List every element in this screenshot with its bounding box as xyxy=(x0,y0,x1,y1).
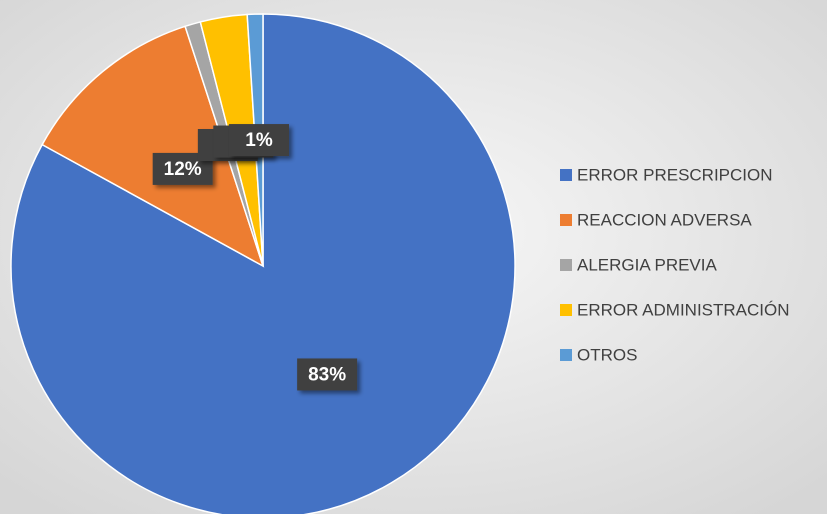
legend-swatch xyxy=(560,349,572,361)
pie-slice xyxy=(41,25,265,268)
legend-label: ALERGIA PREVIA xyxy=(577,255,717,274)
legend-swatch xyxy=(560,214,572,226)
legend-label: REACCION ADVERSA xyxy=(577,210,752,229)
data-label: 83% xyxy=(297,358,358,391)
data-label: 1% xyxy=(229,124,290,157)
data-label-text: 83% xyxy=(308,364,346,385)
data-label-box xyxy=(229,124,290,157)
legend-swatch xyxy=(560,169,572,181)
data-label: 12% xyxy=(152,152,213,185)
legend-swatch xyxy=(560,304,572,316)
legend: ERROR PRESCRIPCION REACCION ADVERSA ALERGI… xyxy=(560,165,790,364)
data-label-text: 12% xyxy=(164,159,202,180)
data-label-box xyxy=(297,358,358,391)
data-label-text: 1% xyxy=(245,130,273,151)
legend-label: ERROR PRESCRIPCION xyxy=(577,165,773,184)
legend-swatch xyxy=(560,259,572,271)
legend-label: ERROR ADMINISTRACIÓN xyxy=(577,300,790,319)
legend-label: OTROS xyxy=(577,345,637,364)
